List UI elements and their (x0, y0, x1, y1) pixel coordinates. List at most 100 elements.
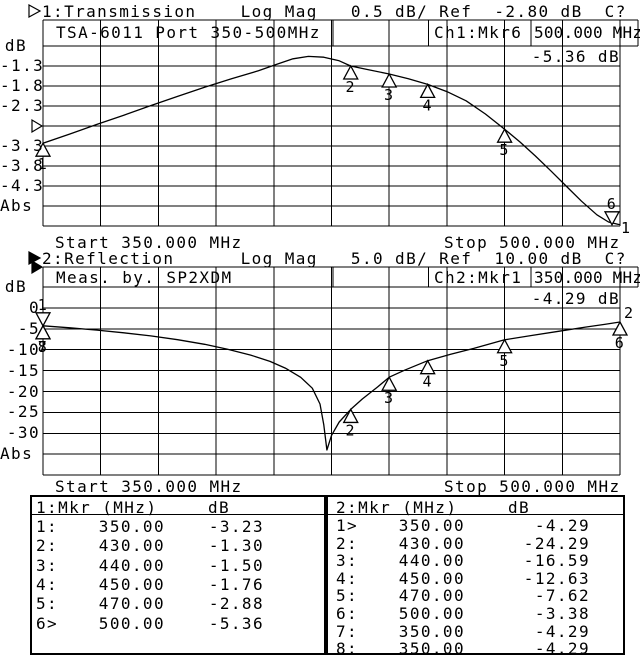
marker-table-row: 4: 450.00 -1.76 (32, 574, 324, 594)
marker-table-ch1: 1:Mkr (MHz) dB 1: 350.00 -3.23 2: 430.00 -1.3… (30, 495, 326, 655)
marker-frequency: 350.00 (398, 516, 465, 535)
marker-frequency: 440.00 (398, 551, 465, 571)
y-tick-label: -3.3 (0, 136, 45, 155)
ch2-readout-frequency: 350.000 MHz (534, 268, 640, 287)
ch2-readout-channel: Ch2:Mkr1 (434, 268, 523, 287)
marker-table-row: 4: 450.00 -12.63 (328, 568, 623, 588)
marker-frequency: 350.00 (398, 621, 465, 641)
y-tick-label: -1.8 (0, 76, 45, 95)
marker-1-icon (34, 141, 52, 157)
marker-number: 4: (336, 568, 359, 588)
marker-value-db: -3.38 (534, 604, 590, 623)
ch2-grid-label: Meas. by. SP2XDM (56, 268, 233, 287)
marker-number: 7: (336, 621, 359, 641)
marker-value-db: -3.23 (208, 517, 264, 536)
marker-table-row: 1: 350.00 -3.23 (32, 518, 324, 536)
marker-frequency: 440.00 (98, 555, 165, 575)
marker-value-db: -16.59 (523, 551, 590, 571)
marker-4-digit: 4 (422, 373, 432, 391)
marker-value-db: -1.76 (208, 574, 264, 594)
y-tick-label: 0 (28, 298, 40, 317)
marker-table-row: 2: 430.00 -1.30 (32, 537, 324, 555)
marker-3-digit: 3 (384, 389, 394, 407)
marker-6-digit: 6 (615, 334, 625, 352)
header-divider (32, 514, 324, 515)
marker-number: 6> (36, 613, 59, 633)
marker-4-icon (419, 83, 436, 99)
marker-table-ch1-header: 1:Mkr (MHz) (36, 498, 158, 517)
marker-frequency: 470.00 (398, 586, 465, 606)
marker-8-icon (34, 324, 52, 340)
marker-table-ch2-header: 2:Mkr (MHz) (336, 498, 458, 517)
marker-5-icon (496, 338, 513, 354)
y-tick-label: -30 (6, 423, 40, 442)
marker-frequency: 500.00 (98, 613, 165, 633)
ch1-start-frequency: Start 350.000 MHz (55, 233, 243, 252)
reference-level-arrow-icon (31, 259, 44, 275)
y-tick-label: Abs (0, 196, 34, 215)
marker-7-digit: 7 (38, 338, 48, 356)
ch1-readout-value: -5.36 dB (531, 47, 620, 66)
ch2-stop-frequency: Stop 500.000 MHz (444, 477, 621, 496)
marker-number: 3: (336, 551, 359, 571)
marker-1-digit: 1 (38, 155, 48, 173)
marker-table-row: 5: 470.00 -2.88 (32, 595, 324, 613)
header-divider (328, 514, 623, 515)
ch1-readout-channel: Ch1:Mkr6 (434, 23, 523, 42)
reference-level-arrow-icon (31, 118, 44, 134)
marker-2-icon (342, 408, 359, 424)
y-tick-label: -2.3 (0, 96, 45, 115)
y-tick-label: -5 (17, 319, 40, 338)
marker-table-row: 3: 440.00 -16.59 (328, 552, 623, 570)
marker-value-db: -24.29 (523, 533, 590, 553)
marker-number: 3: (36, 555, 59, 575)
ch1-grid-label: TSA-6011 Port 350-500MHz (56, 23, 321, 42)
marker-table-row: 5: 470.00 -7.62 (328, 587, 623, 605)
marker-6-digit: 6 (607, 195, 617, 213)
marker-frequency: 350.00 (398, 639, 465, 659)
channel-indicator-triangle-icon (28, 250, 42, 266)
marker-number: 2: (36, 536, 59, 556)
marker-value-db: -7.62 (534, 586, 590, 606)
y-tick-label: -20 (6, 382, 40, 401)
marker-frequency: 500.00 (398, 604, 465, 623)
marker-3-icon (381, 375, 398, 391)
y-tick-label: -4.3 (0, 176, 45, 195)
channel-indicator-triangle-icon (28, 3, 42, 19)
marker-5-digit: 5 (499, 141, 509, 159)
y-tick-label: dB (4, 277, 27, 296)
marker-1-digit: 1 (38, 296, 48, 314)
marker-value-db: -4.29 (534, 639, 590, 659)
marker-table-row: 3: 440.00 -1.50 (32, 555, 324, 575)
marker-frequency: 450.00 (398, 568, 465, 588)
y-tick-label: -15 (6, 361, 40, 380)
marker-number: 1> (336, 516, 359, 535)
marker-frequency: 430.00 (398, 533, 465, 553)
marker-5-icon (496, 127, 513, 143)
marker-4-icon (419, 359, 436, 375)
marker-value-db: -4.29 (534, 516, 590, 535)
marker-value-db: -12.63 (523, 568, 590, 588)
marker-table-row: 2: 430.00 -24.29 (328, 533, 623, 553)
ch1-readout-frequency: 500.000 MHz (534, 23, 640, 42)
marker-value-db: -1.30 (208, 536, 264, 556)
marker-frequency: 430.00 (98, 536, 165, 556)
marker-3-icon (381, 72, 398, 88)
marker-frequency: 470.00 (98, 594, 165, 614)
marker-6-icon (611, 320, 629, 336)
marker-number: 5: (36, 594, 59, 614)
y-tick-label: -25 (6, 402, 40, 421)
marker-value-db: -5.36 (208, 613, 264, 633)
active-marker-6-icon (603, 211, 621, 227)
marker-2-digit: 2 (346, 78, 356, 96)
trace-id-label: 1 (621, 219, 631, 237)
marker-value-db: -2.88 (208, 594, 264, 614)
marker-value-db: -1.50 (208, 555, 264, 575)
marker-table-row: 6> 500.00 -5.36 (32, 613, 324, 633)
y-tick-label: -3.8 (0, 156, 45, 175)
marker-table-row: 6: 500.00 -3.38 (328, 605, 623, 623)
marker-5-digit: 5 (499, 352, 509, 370)
